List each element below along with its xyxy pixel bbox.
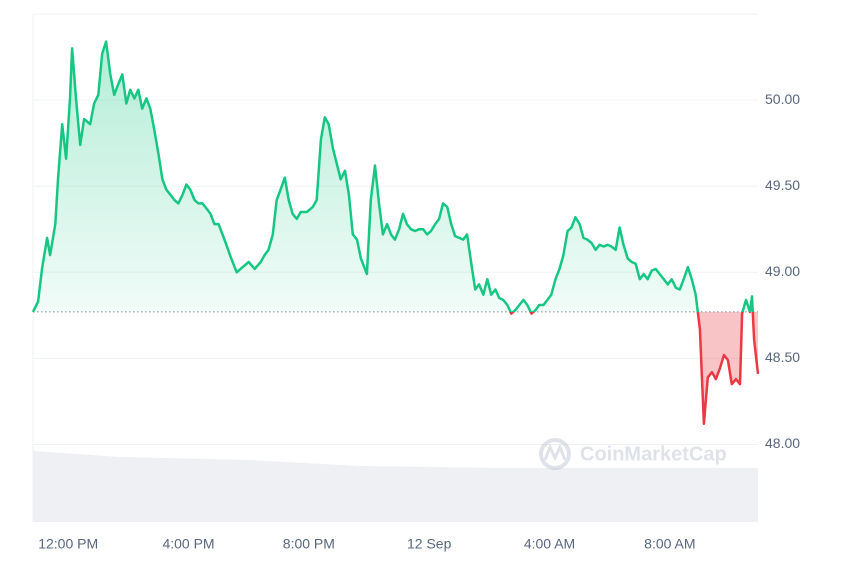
price-area	[33, 41, 758, 424]
x-tick-label: 8:00 AM	[644, 536, 695, 552]
watermark: CoinMarketCap	[539, 438, 727, 470]
y-tick-label: 48.00	[765, 435, 800, 451]
y-tick-label: 49.00	[765, 263, 800, 279]
y-tick-label: 48.50	[765, 349, 800, 365]
watermark-text: CoinMarketCap	[580, 443, 727, 465]
x-tick-label: 12:00 PM	[38, 536, 98, 552]
x-tick-label: 12 Sep	[407, 536, 452, 552]
price-line	[31, 40, 760, 426]
x-tick-label: 4:00 PM	[162, 536, 214, 552]
x-tick-label: 8:00 PM	[283, 536, 335, 552]
x-tick-label: 4:00 AM	[524, 536, 575, 552]
y-tick-label: 50.00	[765, 91, 800, 107]
y-tick-label: 49.50	[765, 177, 800, 193]
volume-area	[33, 451, 758, 522]
